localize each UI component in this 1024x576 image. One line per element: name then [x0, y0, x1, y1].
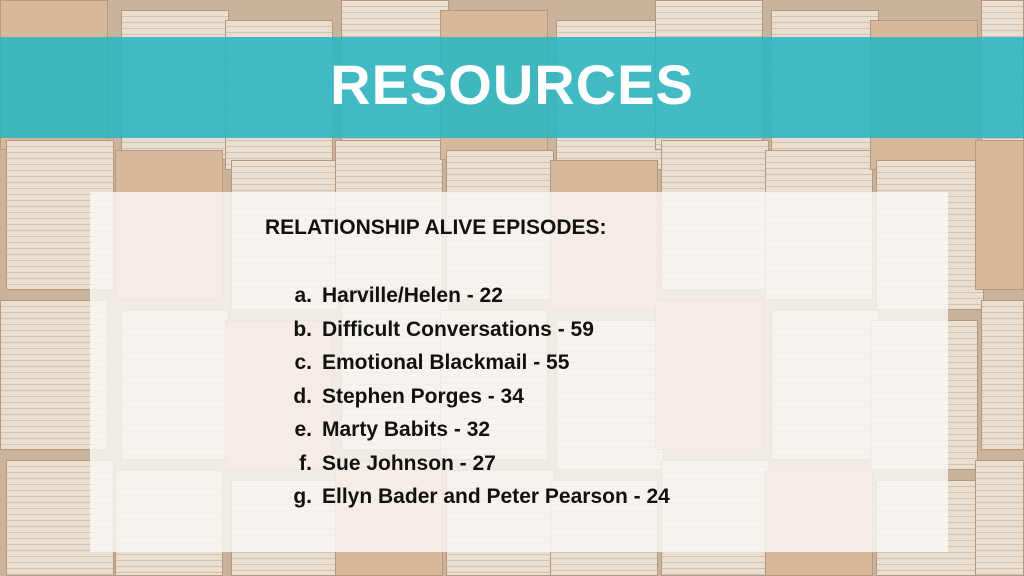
list-item: f. Sue Johnson - 27: [286, 452, 670, 486]
episode-label: Marty Babits - 32: [322, 418, 491, 441]
episode-label: Ellyn Bader and Peter Pearson - 24: [322, 485, 670, 508]
list-item: e. Marty Babits - 32: [286, 418, 670, 452]
list-item: d. Stephen Porges - 34: [286, 385, 670, 419]
episode-list: a. Harville/Helen - 22 b. Difficult Conver…: [286, 284, 670, 519]
title-band: [0, 37, 1024, 138]
section-heading: RELATIONSHIP ALIVE EPISODES:: [265, 216, 607, 239]
episode-label: Sue Johnson - 27: [322, 451, 496, 475]
list-item: b. Difficult Conversations - 59: [286, 318, 670, 352]
episode-label: Emotional Blackmail - 55: [322, 351, 570, 374]
list-marker: a.: [294, 284, 312, 307]
episode-label: Harville/Helen - 22: [322, 284, 503, 307]
list-item: a. Harville/Helen - 22: [286, 284, 670, 318]
book-page: [981, 300, 1024, 450]
list-marker: c.: [294, 351, 312, 374]
episode-label: Stephen Porges - 34: [322, 384, 524, 408]
content-panel: [90, 192, 948, 552]
book-page: [975, 140, 1024, 290]
list-item: g. Ellyn Bader and Peter Pearson - 24: [286, 485, 670, 519]
list-marker: f.: [299, 451, 312, 475]
list-marker: g.: [293, 485, 312, 508]
book-page: [975, 460, 1024, 576]
list-marker: d.: [293, 384, 312, 408]
list-marker: b.: [293, 317, 312, 341]
list-marker: e.: [294, 418, 312, 441]
list-item: c. Emotional Blackmail - 55: [286, 351, 670, 385]
slide-title: RESOURCES: [330, 53, 694, 116]
episode-label: Difficult Conversations - 59: [322, 317, 594, 341]
